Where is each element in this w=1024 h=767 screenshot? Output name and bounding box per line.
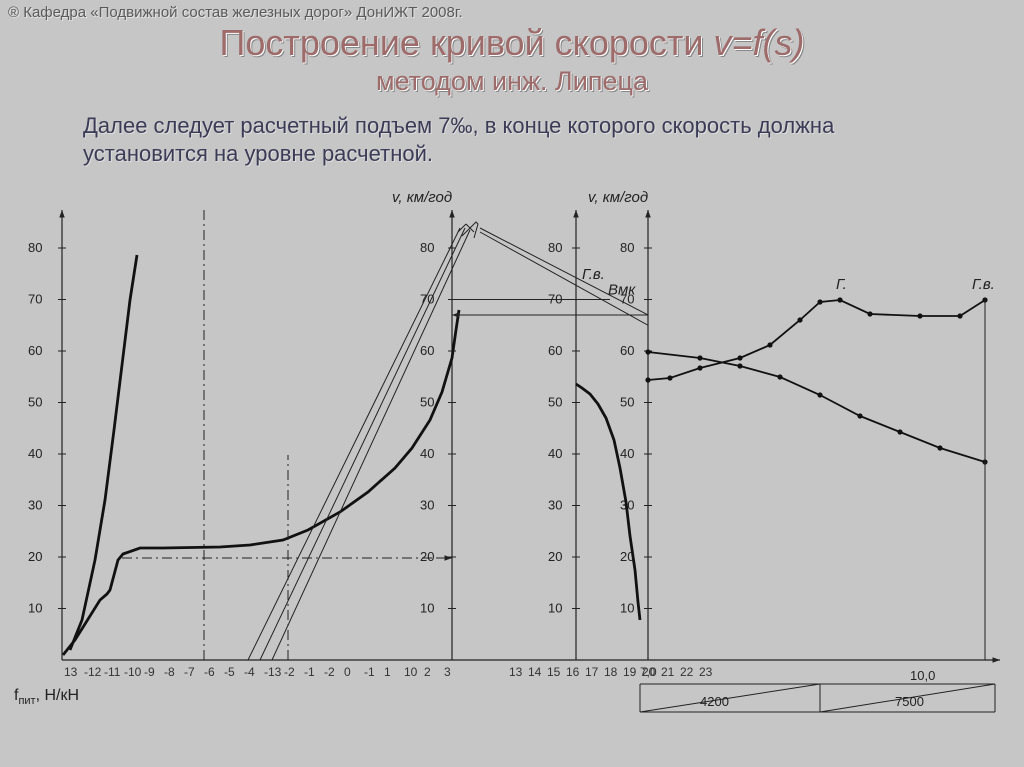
svg-text:10: 10 <box>420 601 434 616</box>
svg-text:60: 60 <box>548 343 562 358</box>
svg-text:10: 10 <box>404 665 418 679</box>
svg-text:22: 22 <box>680 665 694 679</box>
svg-text:7500: 7500 <box>895 694 924 709</box>
svg-text:7,0: 7,0 <box>640 665 657 679</box>
svg-text:-2: -2 <box>284 665 295 679</box>
svg-text:13: 13 <box>64 665 78 679</box>
svg-text:40: 40 <box>620 446 634 461</box>
svg-text:40: 40 <box>28 446 42 461</box>
svg-text:-7: -7 <box>184 665 195 679</box>
svg-text:-11: -11 <box>104 665 121 679</box>
svg-text:10,0: 10,0 <box>910 668 935 683</box>
svg-text:4200: 4200 <box>700 694 729 709</box>
svg-text:3: 3 <box>444 665 451 679</box>
svg-text:60: 60 <box>620 343 634 358</box>
svg-text:20: 20 <box>420 549 434 564</box>
svg-text:-9: -9 <box>144 665 155 679</box>
svg-text:50: 50 <box>28 395 42 410</box>
svg-text:15: 15 <box>547 665 561 679</box>
svg-text:10: 10 <box>548 601 562 616</box>
svg-text:-2: -2 <box>324 665 335 679</box>
svg-text:18: 18 <box>604 665 618 679</box>
svg-text:Г.в.: Г.в. <box>582 266 605 283</box>
svg-text:20: 20 <box>548 549 562 564</box>
svg-text:30: 30 <box>420 498 434 513</box>
svg-text:-6: -6 <box>204 665 215 679</box>
svg-text:30: 30 <box>548 498 562 513</box>
svg-text:21: 21 <box>661 665 675 679</box>
svg-text:-1: -1 <box>364 665 375 679</box>
svg-text:10: 10 <box>620 601 634 616</box>
svg-text:70: 70 <box>28 292 42 307</box>
svg-text:v, км/год: v, км/год <box>392 189 452 206</box>
svg-text:80: 80 <box>620 240 634 255</box>
svg-text:1: 1 <box>384 665 391 679</box>
svg-text:30: 30 <box>28 498 42 513</box>
svg-text:-13: -13 <box>264 665 282 679</box>
svg-text:23: 23 <box>699 665 713 679</box>
svg-text:14: 14 <box>528 665 542 679</box>
svg-text:16: 16 <box>566 665 580 679</box>
svg-text:10: 10 <box>28 601 42 616</box>
svg-text:-8: -8 <box>164 665 175 679</box>
svg-text:Вмк: Вмк <box>608 281 636 298</box>
svg-text:-4: -4 <box>244 665 255 679</box>
svg-text:13: 13 <box>509 665 523 679</box>
svg-text:50: 50 <box>620 395 634 410</box>
svg-text:Г.: Г. <box>836 276 847 293</box>
svg-text:40: 40 <box>548 446 562 461</box>
svg-text:fпит, Н/кН: fпит, Н/кН <box>14 687 79 707</box>
svg-text:40: 40 <box>420 446 434 461</box>
svg-text:60: 60 <box>28 343 42 358</box>
svg-text:50: 50 <box>420 395 434 410</box>
svg-text:50: 50 <box>548 395 562 410</box>
svg-text:80: 80 <box>28 240 42 255</box>
svg-text:20: 20 <box>28 549 42 564</box>
svg-text:-5: -5 <box>224 665 235 679</box>
svg-text:Г.в.: Г.в. <box>972 276 995 293</box>
svg-text:-12: -12 <box>84 665 102 679</box>
svg-text:80: 80 <box>548 240 562 255</box>
svg-text:0: 0 <box>344 665 351 679</box>
svg-text:80: 80 <box>420 240 434 255</box>
svg-text:-10: -10 <box>124 665 142 679</box>
svg-text:-1: -1 <box>304 665 315 679</box>
diagram-svg: 10203040506070801020304050607080v, км/го… <box>0 0 1024 767</box>
svg-text:17: 17 <box>585 665 599 679</box>
svg-text:19: 19 <box>623 665 637 679</box>
svg-text:v, км/год: v, км/год <box>588 189 648 206</box>
svg-text:60: 60 <box>420 343 434 358</box>
svg-text:2: 2 <box>424 665 431 679</box>
